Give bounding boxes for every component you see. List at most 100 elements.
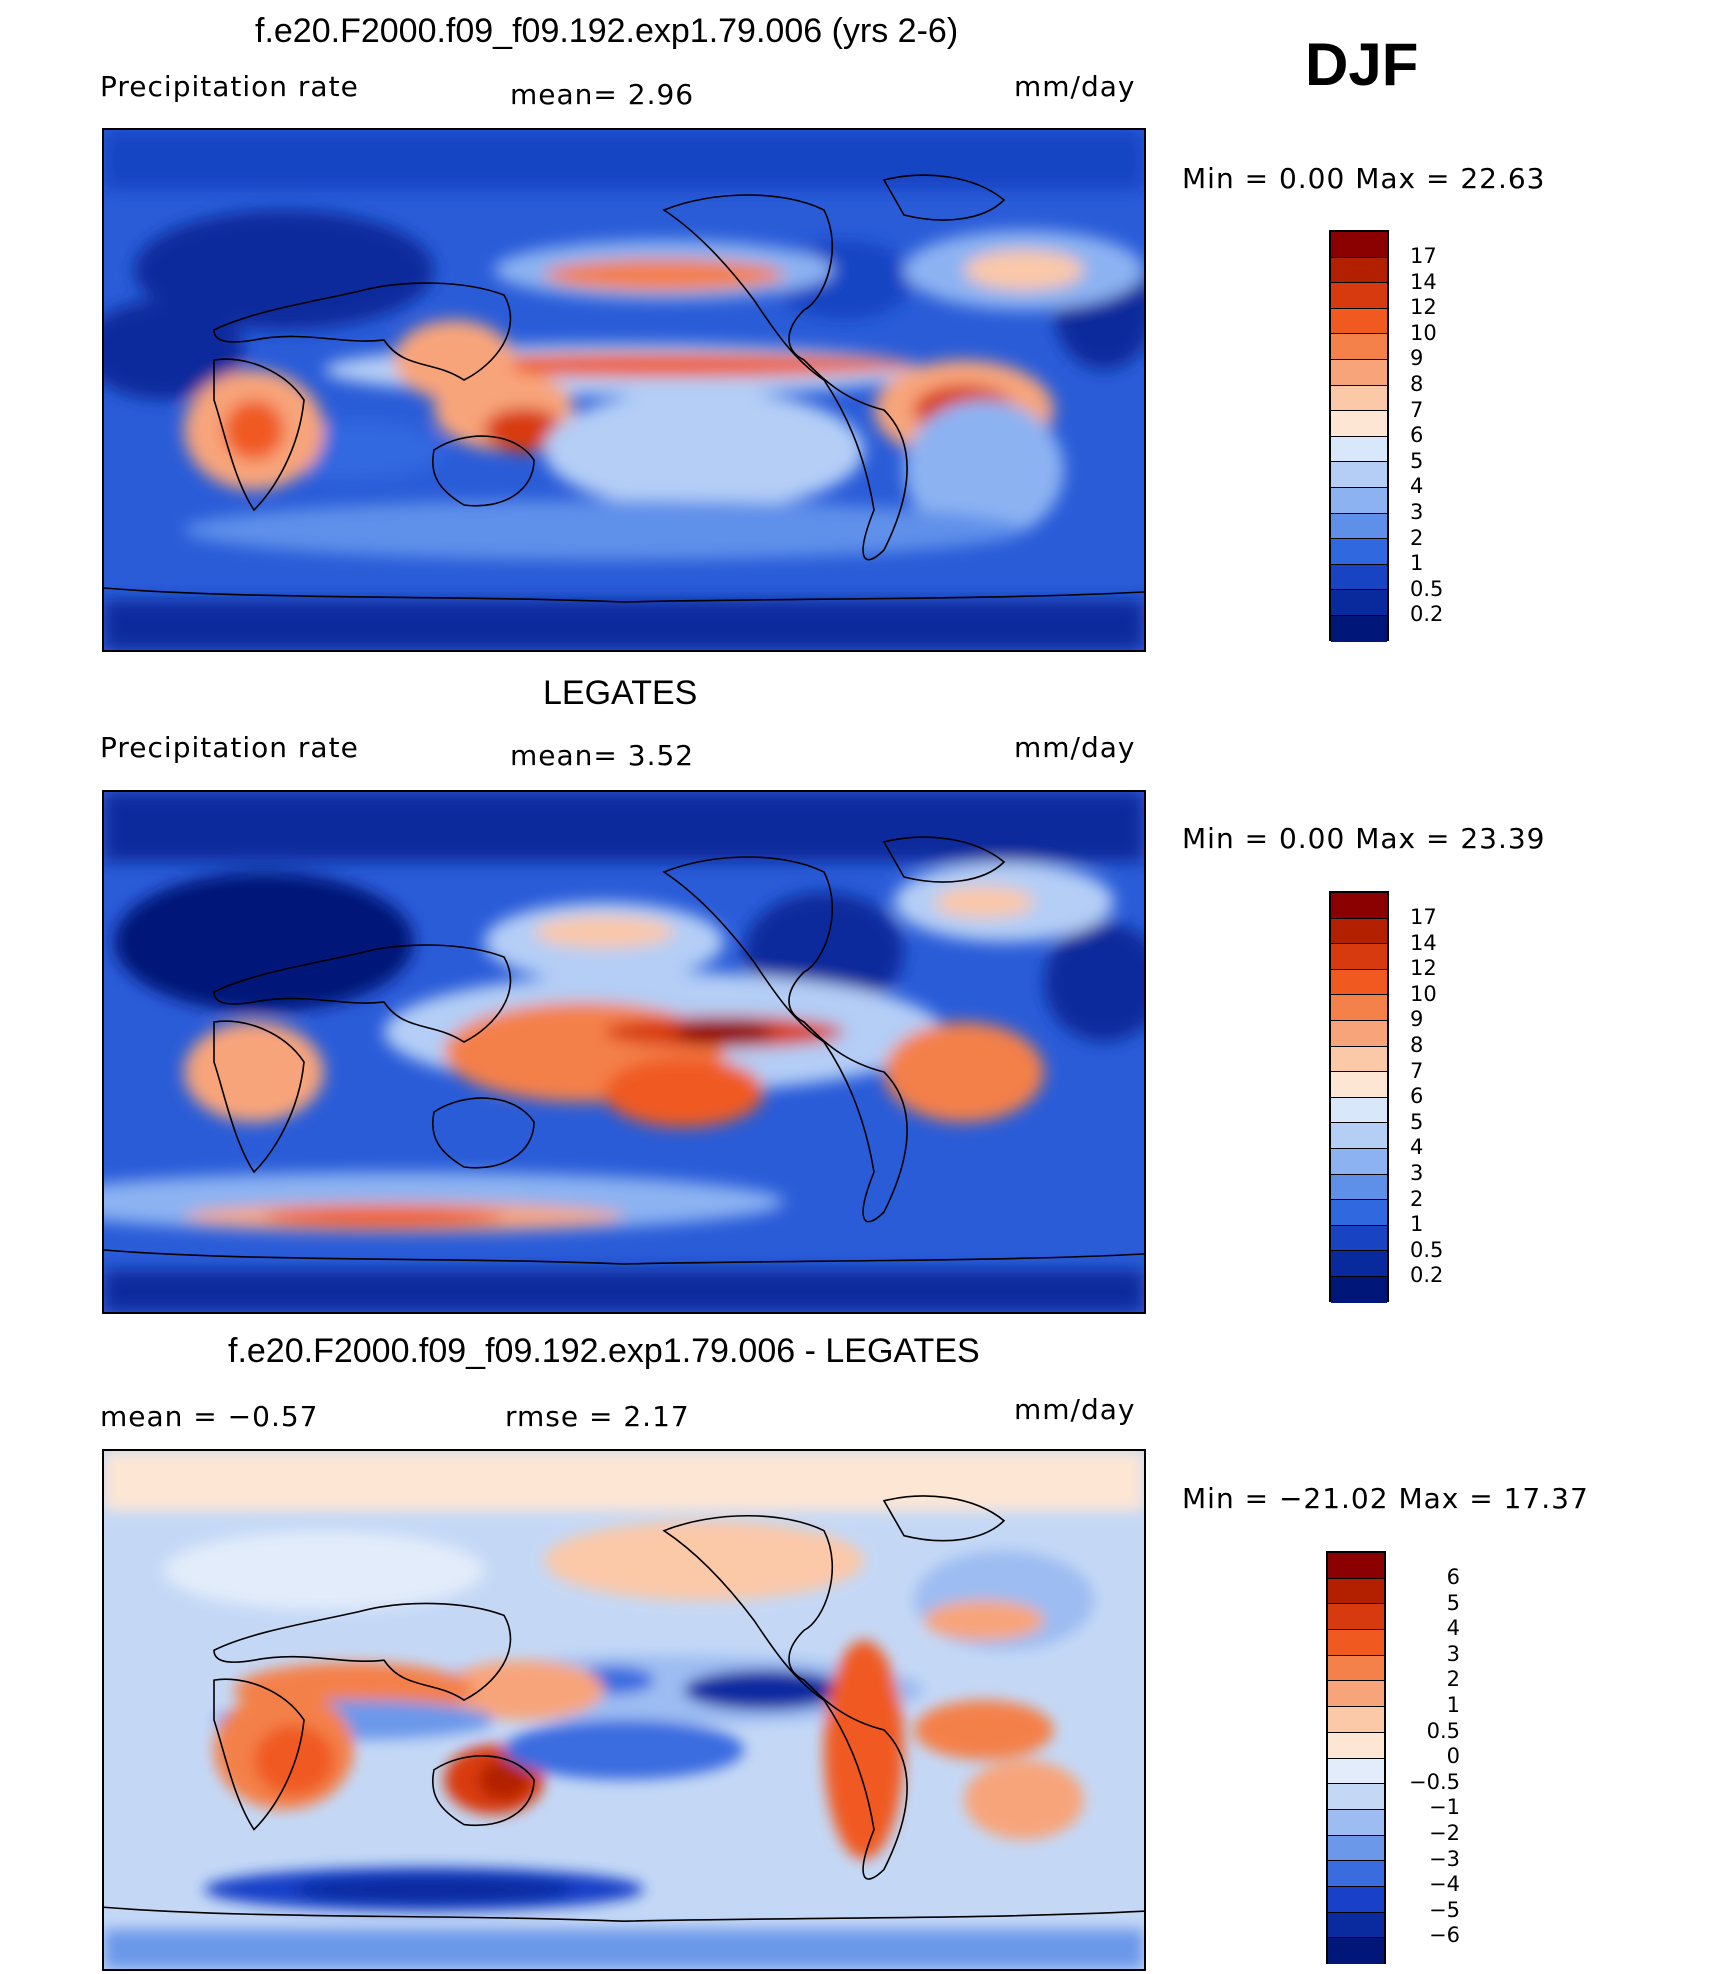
colorbar-tick-label: 5 [1446,1590,1460,1615]
panel1-colorbar-swatch [1331,513,1387,540]
panel1-minmax-label: Min = 0.00 Max = 22.63 [1182,162,1546,195]
panel3-colorbar-swatch [1328,1784,1384,1810]
panel3-colorbar [1326,1551,1386,1964]
panel2-colorbar-swatch [1331,1072,1387,1098]
colorbar-tick-label: 0 [1446,1744,1460,1769]
colorbar-tick-label: 8 [1410,371,1424,396]
panel1-colorbar-swatch [1331,462,1387,488]
panel1-colorbar-swatch [1331,539,1387,565]
panel3-colorbar-swatch [1328,1758,1384,1785]
panel2-colorbar-labels: 17 14 12 10 9 8 7 6 5 4 3 2 1 0.5 0.2 [1410,905,1443,1289]
panel2-variable-label: Precipitation rate [100,731,359,764]
panel2-colorbar-swatch [1331,1046,1387,1073]
panel1-colorbar-swatch [1331,359,1387,386]
panel2-legates-precip-map [102,790,1146,1314]
panel1-mean-label: mean= 2.96 [510,78,695,111]
colorbar-tick-label: 0.2 [1410,602,1444,627]
panel1-colorbar-swatch [1331,257,1387,284]
panel1-colorbar-swatch [1331,411,1387,437]
panel2-minmax-label: Min = 0.00 Max = 23.39 [1182,822,1546,855]
panel3-units-label: mm/day [1014,1393,1136,1426]
colorbar-tick-label: 9 [1410,1007,1424,1032]
panel3-colorbar-swatch [1328,1604,1384,1631]
panel3-colorbar-swatch [1328,1912,1384,1939]
panel1-colorbar-swatch [1331,334,1387,360]
panel3-colorbar-swatch [1328,1681,1384,1708]
colorbar-tick-label: 0.2 [1410,1263,1444,1288]
panel2-mean-label: mean= 3.52 [510,739,695,772]
panel1-colorbar-swatch [1331,615,1387,642]
colorbar-tick-label: 0.5 [1410,1237,1444,1262]
panel3-colorbar-labels: 6 5 4 3 2 1 0.5 0 −0.5 −1 −2 −3 −4 −5 −6 [1404,1565,1460,1949]
colorbar-tick-label: 6 [1446,1565,1460,1589]
colorbar-tick-label: 7 [1410,397,1424,422]
panel3-title: f.e20.F2000.f09_f09.192.exp1.79.006 - LE… [228,1332,980,1370]
panel1-model-precip-map [102,128,1146,652]
panel2-colorbar [1329,891,1389,1303]
panel1-colorbar [1329,230,1389,642]
panel1-colorbar-swatch [1331,308,1387,335]
colorbar-tick-label: 1 [1446,1692,1460,1717]
panel3-colorbar-swatch [1328,1553,1384,1579]
colorbar-tick-label: 6 [1410,423,1424,448]
colorbar-tick-label: 4 [1410,1135,1424,1160]
panel2-colorbar-swatch [1331,969,1387,996]
panel2-units-label: mm/day [1014,731,1136,764]
panel1-colorbar-swatch [1331,436,1387,463]
panel2-colorbar-swatch [1331,944,1387,970]
panel3-difference-map [102,1449,1146,1971]
colorbar-tick-label: −4 [1429,1872,1460,1897]
panel1-units-label: mm/day [1014,70,1136,103]
panel2-colorbar-swatch [1331,1148,1387,1175]
panel3-colorbar-swatch [1328,1630,1384,1656]
colorbar-tick-label: 12 [1410,295,1437,320]
panel2-colorbar-swatch [1331,1174,1387,1201]
colorbar-tick-label: 9 [1410,346,1424,371]
colorbar-tick-label: −5 [1429,1897,1460,1922]
colorbar-tick-label: 5 [1410,448,1424,473]
colorbar-tick-label: 4 [1446,1616,1460,1641]
colorbar-tick-label: 1 [1410,551,1424,576]
panel1-colorbar-labels: 17 14 12 10 9 8 7 6 5 4 3 2 1 0.5 0.2 [1410,244,1443,628]
panel3-colorbar-swatch [1328,1578,1384,1605]
panel3-colorbar-swatch [1328,1732,1384,1759]
colorbar-tick-label: 2 [1410,525,1424,550]
panel3-colorbar-swatch [1328,1938,1384,1964]
panel2-colorbar-swatch [1331,1123,1387,1149]
panel3-colorbar-swatch [1328,1861,1384,1887]
season-label: DJF [1305,31,1419,98]
panel1-colorbar-swatch [1331,232,1387,258]
colorbar-tick-label: 3 [1446,1641,1460,1666]
panel1-variable-label: Precipitation rate [100,70,359,103]
colorbar-tick-label: 4 [1410,474,1424,499]
colorbar-tick-label: 10 [1410,320,1437,345]
panel3-colorbar-swatch [1328,1835,1384,1862]
panel2-colorbar-swatch [1331,1200,1387,1226]
colorbar-tick-label: 17 [1410,244,1437,268]
colorbar-tick-label: 0.5 [1426,1718,1460,1743]
colorbar-tick-label: 5 [1410,1109,1424,1134]
colorbar-tick-label: −3 [1429,1846,1460,1871]
panel2-colorbar-swatch [1331,995,1387,1021]
colorbar-tick-label: −0.5 [1409,1769,1460,1794]
colorbar-tick-label: −6 [1429,1923,1460,1948]
colorbar-tick-label: 14 [1410,269,1437,294]
panel2-colorbar-swatch [1331,1251,1387,1277]
panel3-colorbar-swatch [1328,1707,1384,1733]
panel3-colorbar-swatch [1328,1886,1384,1913]
panel3-mean-label: mean = −0.57 [100,1400,319,1433]
colorbar-tick-label: 2 [1410,1186,1424,1211]
panel2-colorbar-swatch [1331,1225,1387,1252]
panel2-colorbar-swatch [1331,1276,1387,1303]
panel3-rmse-label: rmse = 2.17 [505,1400,690,1433]
panel2-title: LEGATES [543,674,698,712]
panel1-title: f.e20.F2000.f09_f09.192.exp1.79.006 (yrs… [255,12,959,50]
colorbar-tick-label: 12 [1410,956,1437,981]
colorbar-tick-label: −2 [1429,1820,1460,1845]
panel2-colorbar-swatch [1331,893,1387,919]
panel1-colorbar-swatch [1331,283,1387,309]
colorbar-tick-label: 6 [1410,1084,1424,1109]
colorbar-tick-label: 2 [1446,1667,1460,1692]
panel3-colorbar-swatch [1328,1809,1384,1836]
colorbar-tick-label: −1 [1429,1795,1460,1820]
